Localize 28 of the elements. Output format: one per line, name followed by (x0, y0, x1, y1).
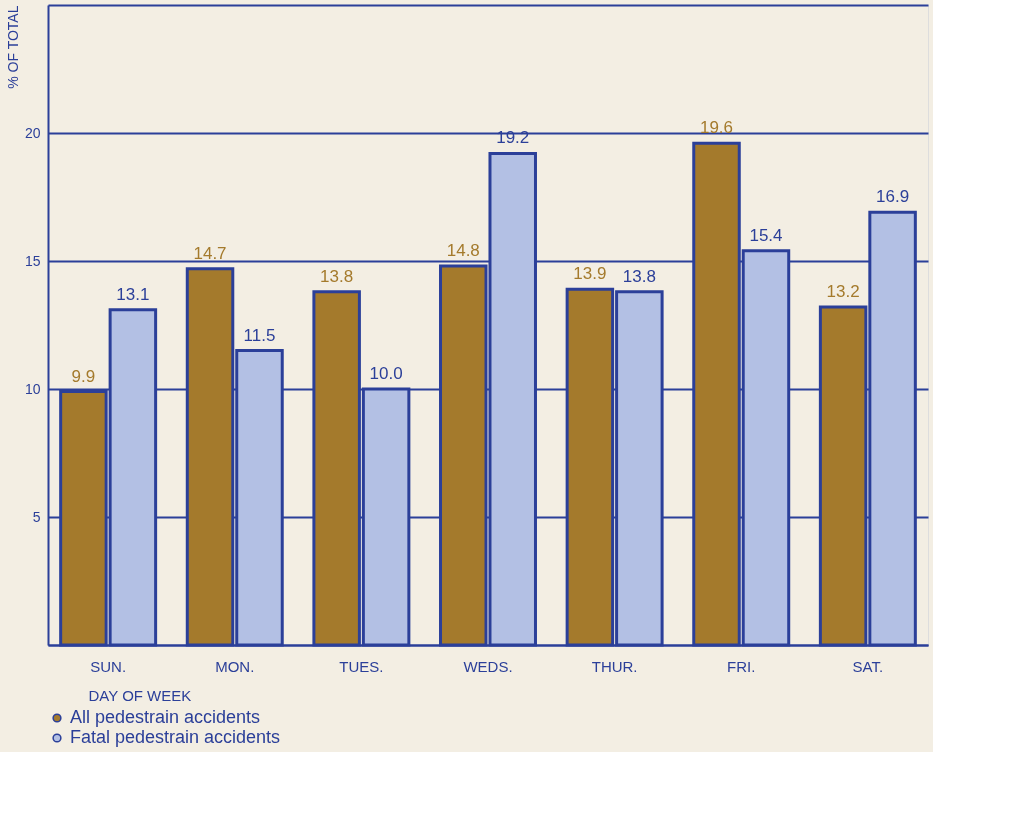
data-label: 14.7 (193, 243, 227, 263)
x-tick-label: SAT. (852, 657, 884, 675)
y-tick-label: 10 (24, 380, 41, 397)
data-label: 13.2 (826, 282, 860, 302)
x-tick-label: TUES. (339, 657, 384, 675)
data-label: 15.4 (749, 225, 783, 245)
x-tick-label: MON. (215, 657, 255, 675)
data-label: 13.8 (622, 266, 656, 286)
y-tick-label: 5 (32, 508, 41, 525)
legend-label: Fatal pedestrain accidents (70, 727, 281, 747)
data-label: 13.1 (116, 284, 150, 304)
x-axis-title: DAY OF WEEK (88, 686, 192, 704)
y-axis-title: % OF TOTAL (4, 5, 21, 89)
data-label: 16.9 (876, 187, 910, 207)
legend-label: All pedestrain accidents (70, 707, 261, 727)
x-tick-label: FRI. (727, 657, 756, 675)
data-label: 13.9 (573, 264, 607, 284)
x-tick-label: SUN. (90, 657, 127, 675)
data-label: 11.5 (243, 325, 276, 345)
y-tick-label: 15 (24, 252, 41, 269)
data-label: 13.8 (320, 266, 354, 286)
data-label: 19.6 (699, 118, 734, 138)
x-tick-label: WEDS. (463, 657, 513, 675)
y-tick-label: 20 (24, 124, 41, 141)
x-tick-label: THUR. (591, 657, 638, 675)
data-label: 9.9 (71, 366, 96, 386)
data-label: 14.8 (446, 241, 480, 261)
data-label: 10.0 (369, 364, 403, 383)
